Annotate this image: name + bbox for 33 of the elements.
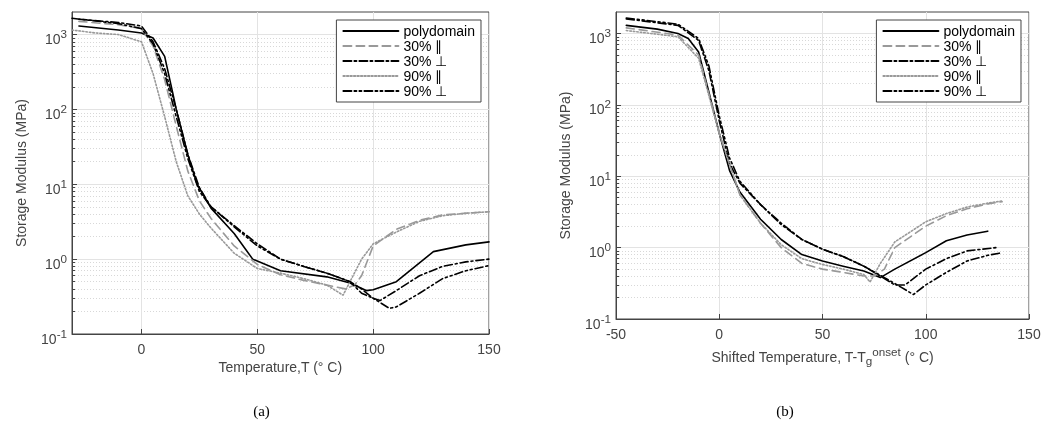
y-tick-label: 10$^{3}$ (588, 25, 611, 46)
x-tick-label: 100 (361, 341, 386, 357)
x-tick-label: 50 (814, 326, 831, 342)
legend-label: 90% ⊥ (403, 83, 448, 99)
y-axis-title: Storage Modulus (MPa) (13, 99, 29, 247)
x-tick-label: 50 (249, 341, 266, 357)
y-axis-title: Storage Modulus (MPa) (557, 91, 573, 240)
y-tick-label: 10$^{1}$ (44, 175, 67, 197)
x-axis-title: Temperature,T (° C) (218, 358, 343, 376)
x-axis-title: Shifted Temperature, T-T$_{g}$$^{onset}$ (° C) (711, 344, 934, 370)
y-tick-label: 10$^{2}$ (588, 96, 611, 118)
y-tick-label: 10$^{-1}$ (41, 325, 67, 347)
x-tick-label: 0 (715, 326, 724, 342)
text: (b) (776, 402, 794, 420)
legend-label: polydomain (403, 23, 476, 39)
x-tick-label: 150 (1017, 326, 1041, 342)
legend-label: 30% ⊥ (403, 53, 448, 69)
legend-label: polydomain (943, 23, 1016, 39)
y-tick-label: 10$^{2}$ (44, 100, 67, 122)
y-tick-label: 10$^{3}$ (44, 26, 67, 47)
x-tick-label: 0 (137, 341, 146, 357)
legend-label: 30% ∥ (403, 38, 443, 54)
x-tick-label: 150 (477, 341, 501, 357)
y-tick-label: 10$^{0}$ (588, 239, 611, 260)
text: (a) (253, 402, 270, 420)
legend-label: 30% ∥ (943, 38, 983, 54)
x-tick-label: 100 (914, 326, 938, 342)
legend-label: 90% ⊥ (943, 83, 988, 99)
y-tick-label: 10$^{1}$ (588, 167, 611, 189)
legend-label: 30% ⊥ (943, 53, 988, 69)
y-tick-label: 10$^{0}$ (44, 250, 67, 272)
legend-label: 90% ∥ (403, 68, 443, 84)
legend-label: 90% ∥ (943, 68, 983, 84)
